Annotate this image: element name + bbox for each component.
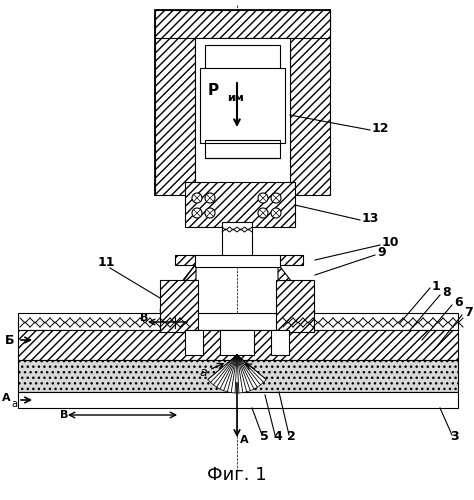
Text: А: А — [240, 435, 249, 445]
Text: 12: 12 — [372, 122, 390, 134]
Circle shape — [192, 208, 202, 218]
Bar — [18, 313, 458, 330]
Text: а: а — [199, 366, 207, 380]
Text: 1: 1 — [432, 280, 441, 292]
Bar — [185, 182, 295, 227]
Text: 11: 11 — [98, 256, 116, 270]
Bar — [195, 38, 290, 195]
Bar — [222, 222, 252, 257]
Text: 9: 9 — [377, 246, 386, 260]
Text: 7: 7 — [464, 306, 473, 320]
Text: Б: Б — [5, 334, 15, 346]
Bar — [155, 10, 330, 38]
Polygon shape — [278, 255, 303, 265]
Polygon shape — [160, 265, 195, 310]
Bar — [185, 330, 203, 355]
Text: В: В — [140, 313, 148, 323]
Bar — [195, 255, 280, 267]
Bar — [271, 330, 289, 355]
Text: 6: 6 — [454, 296, 463, 310]
Circle shape — [271, 208, 281, 218]
Text: А: А — [2, 393, 10, 403]
Text: 5: 5 — [260, 430, 269, 444]
Circle shape — [258, 208, 268, 218]
Circle shape — [258, 193, 268, 203]
Text: а: а — [11, 399, 17, 409]
Circle shape — [271, 193, 281, 203]
Polygon shape — [160, 264, 196, 312]
Text: В: В — [60, 410, 68, 420]
Polygon shape — [208, 355, 266, 393]
Bar — [160, 280, 198, 332]
Bar — [205, 140, 280, 158]
Bar — [290, 10, 330, 195]
Bar — [200, 68, 285, 143]
Circle shape — [205, 208, 215, 218]
Bar — [276, 280, 314, 332]
Text: 8: 8 — [442, 286, 451, 300]
Text: 2: 2 — [287, 430, 296, 444]
Text: 13: 13 — [362, 212, 379, 224]
Text: 3: 3 — [450, 430, 459, 444]
Circle shape — [205, 193, 215, 203]
Polygon shape — [160, 265, 197, 310]
Text: 10: 10 — [382, 236, 400, 250]
Polygon shape — [278, 264, 315, 312]
Bar — [18, 392, 458, 408]
Bar — [205, 45, 280, 70]
Circle shape — [192, 193, 202, 203]
Text: Фиг. 1: Фиг. 1 — [207, 466, 267, 484]
Text: $\mathbf{P}$: $\mathbf{P}$ — [207, 82, 219, 98]
Bar — [220, 330, 254, 355]
Bar — [18, 360, 458, 392]
Polygon shape — [175, 255, 196, 265]
Bar — [155, 10, 195, 195]
Text: им: им — [227, 93, 244, 103]
Bar — [155, 10, 330, 195]
Text: 4: 4 — [273, 430, 282, 444]
Bar — [18, 330, 458, 360]
